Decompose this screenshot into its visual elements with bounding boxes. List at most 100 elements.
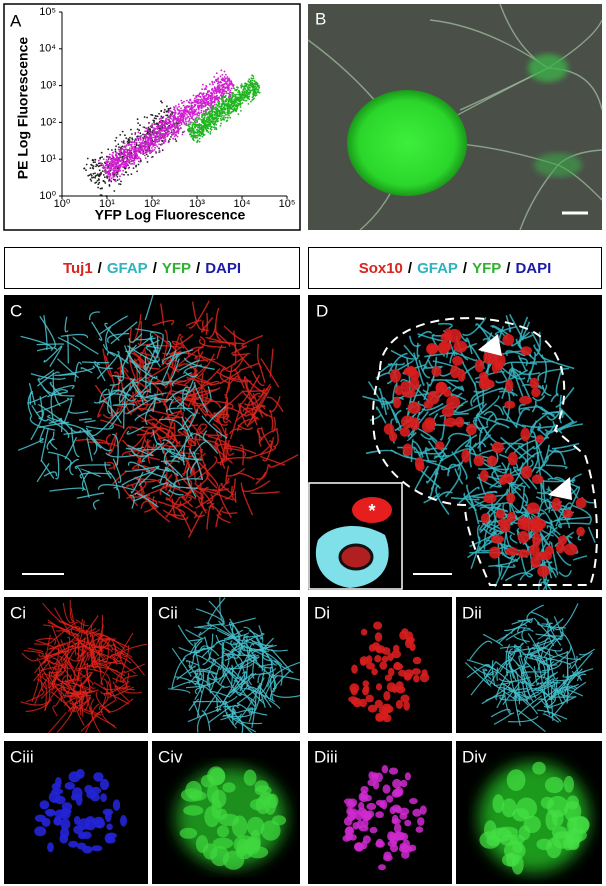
event-dot	[170, 136, 172, 138]
panel-image	[479, 761, 590, 875]
fiber	[143, 448, 176, 452]
event-dot	[194, 104, 196, 107]
fiber	[239, 635, 249, 656]
event-dot	[104, 182, 107, 184]
event-dot	[170, 114, 173, 117]
nucleus	[479, 831, 501, 849]
event-dot	[97, 165, 100, 168]
event-dot	[165, 127, 167, 129]
event-dot	[136, 136, 139, 139]
event-dot	[105, 161, 108, 163]
event-dot	[256, 82, 259, 85]
event-dot	[90, 180, 93, 182]
fiber	[23, 650, 45, 656]
event-dot	[195, 131, 197, 134]
fiber	[225, 465, 230, 485]
event-dot	[112, 176, 115, 178]
event-dot	[192, 112, 195, 114]
event-dot	[214, 108, 217, 110]
fiber	[219, 456, 253, 466]
nucleus	[457, 369, 466, 382]
fiber	[248, 707, 254, 723]
fiber	[176, 665, 196, 681]
fiber	[102, 407, 120, 419]
event-dot	[209, 131, 212, 133]
fiber	[423, 492, 440, 504]
event-dot	[148, 128, 151, 131]
event-dot	[190, 108, 193, 111]
fiber	[79, 683, 84, 717]
panel-label: Cii	[158, 603, 178, 622]
nucleus	[488, 546, 501, 559]
event-dot	[227, 89, 229, 92]
x-tick-label: 10⁰	[54, 198, 71, 210]
event-dot	[227, 97, 230, 99]
fiber	[466, 664, 491, 678]
fiber	[504, 572, 533, 582]
nucleus	[374, 655, 382, 663]
nucleus	[391, 804, 401, 812]
event-dot	[205, 101, 208, 104]
event-dot	[201, 93, 204, 96]
fiber	[461, 360, 477, 387]
event-dot	[207, 108, 210, 111]
fiber	[93, 388, 120, 404]
fiber	[81, 631, 89, 658]
event-dot	[89, 178, 92, 181]
event-dot	[242, 88, 245, 91]
nucleus	[359, 656, 369, 665]
fiber	[526, 691, 540, 700]
event-dot	[86, 157, 89, 160]
event-dot	[144, 146, 147, 149]
event-dot	[223, 119, 225, 121]
event-dot	[191, 110, 193, 112]
fiber	[512, 466, 531, 489]
event-dot	[202, 113, 205, 116]
fiber	[146, 339, 160, 347]
event-dot	[150, 113, 153, 116]
event-dot	[115, 172, 117, 175]
fiber	[451, 451, 468, 480]
fiber	[191, 451, 204, 481]
fiber	[201, 709, 211, 731]
event-dot	[201, 129, 203, 131]
event-dot	[166, 114, 169, 117]
fiber	[187, 380, 207, 408]
event-dot	[156, 124, 159, 127]
event-dot	[164, 132, 166, 135]
fiber	[41, 673, 61, 681]
fiber	[408, 335, 421, 347]
event-dot	[227, 103, 230, 106]
event-dot	[111, 154, 113, 156]
inset-mark: *	[368, 501, 375, 521]
fiber	[244, 392, 261, 417]
event-dot	[217, 80, 220, 83]
fiber	[256, 427, 263, 441]
event-dot	[137, 122, 140, 124]
event-dot	[198, 137, 201, 140]
event-dot	[202, 97, 205, 100]
event-dot	[246, 96, 248, 98]
legend-item: YFP	[472, 259, 502, 277]
fiber	[242, 407, 273, 419]
event-dot	[92, 165, 95, 168]
event-dot	[114, 180, 117, 183]
fiber	[542, 479, 552, 510]
nucleus	[531, 387, 541, 398]
fiber	[435, 491, 453, 501]
fiber	[375, 406, 387, 424]
event-dot	[128, 157, 131, 159]
event-dot	[208, 94, 211, 97]
fiber	[259, 455, 286, 466]
fiber	[468, 495, 480, 525]
event-dot	[169, 107, 172, 110]
fiber	[116, 379, 124, 415]
fiber	[228, 375, 240, 385]
fiber	[97, 484, 134, 491]
fiber	[31, 673, 40, 703]
nucleus	[361, 814, 371, 821]
separator: /	[407, 259, 413, 277]
fiber	[39, 675, 66, 698]
event-dot	[119, 154, 122, 157]
nucleus	[93, 772, 104, 782]
